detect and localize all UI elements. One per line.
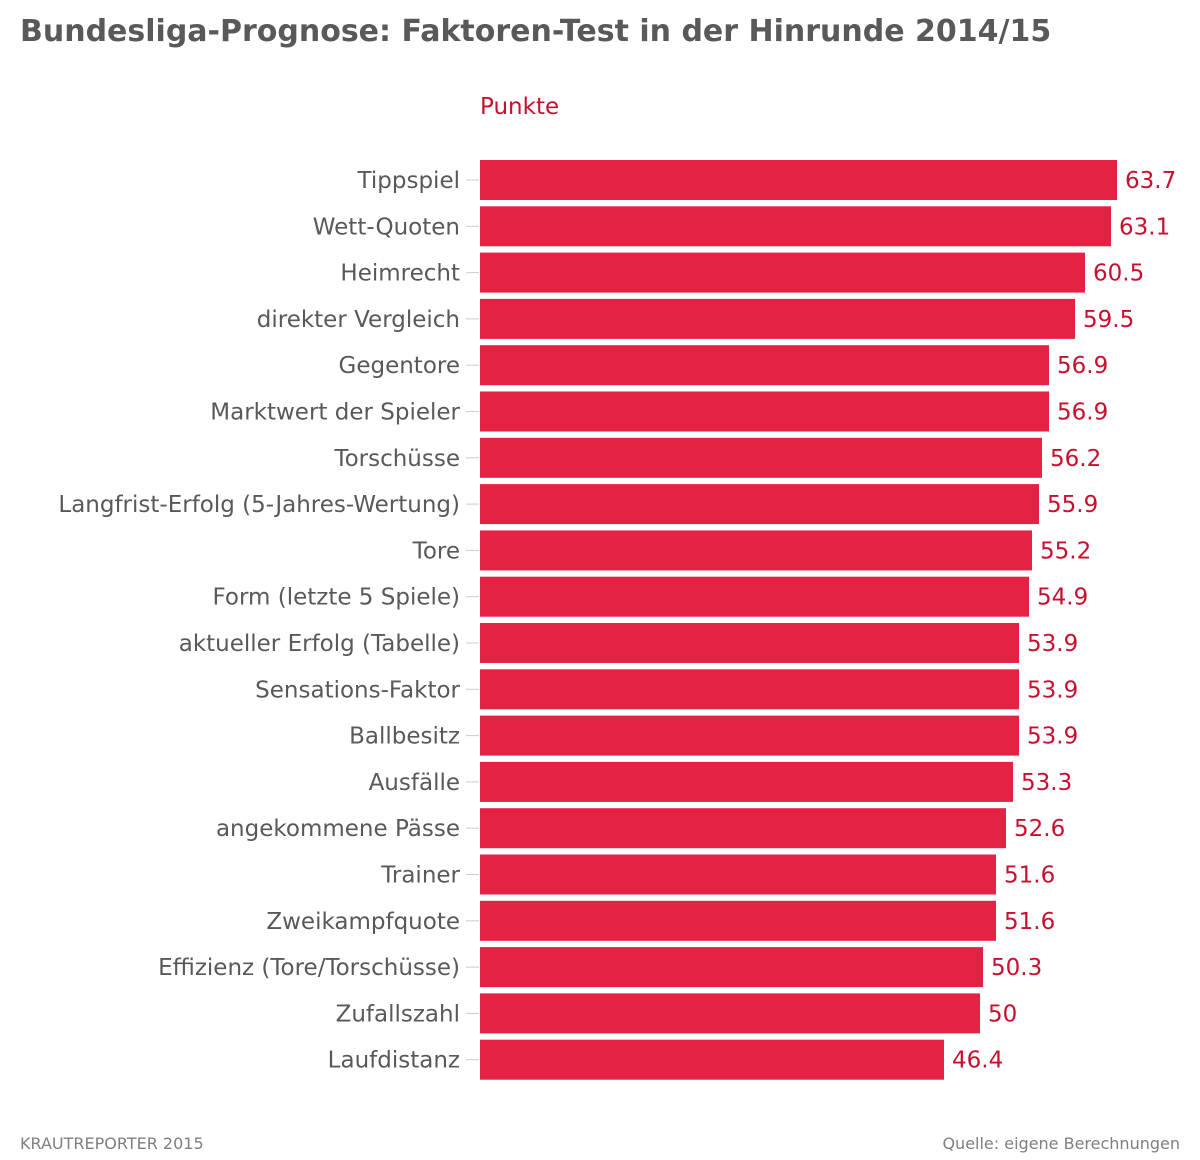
value-label: 52.6 bbox=[1014, 816, 1065, 842]
bar bbox=[480, 160, 1117, 200]
category-label: Tore bbox=[412, 538, 460, 564]
value-label: 50.3 bbox=[991, 955, 1042, 981]
category-label: Zufallszahl bbox=[336, 1001, 460, 1027]
bar bbox=[480, 437, 1042, 478]
value-label: 53.9 bbox=[1027, 724, 1078, 750]
axis-label: Punkte bbox=[480, 94, 559, 120]
bar bbox=[480, 484, 1039, 525]
category-label: Form (letzte 5 Spiele) bbox=[212, 585, 460, 611]
category-label: Langfrist-Erfolg (5-Jahres-Wertung) bbox=[58, 492, 460, 518]
value-label: 46.4 bbox=[952, 1048, 1003, 1074]
footer-source: Quelle: eigene Berechnungen bbox=[942, 1134, 1180, 1153]
bar bbox=[480, 808, 1006, 849]
value-label: 56.9 bbox=[1057, 353, 1108, 379]
category-label: angekommene Pässe bbox=[216, 816, 460, 842]
value-label: 63.1 bbox=[1119, 214, 1170, 240]
category-label: Sensations-Faktor bbox=[255, 677, 460, 703]
value-label: 63.7 bbox=[1125, 168, 1176, 194]
bar bbox=[480, 206, 1111, 247]
bar bbox=[480, 761, 1013, 802]
value-label: 53.3 bbox=[1021, 770, 1072, 796]
category-label: Ballbesitz bbox=[349, 724, 460, 750]
bar bbox=[480, 715, 1019, 756]
value-label: 53.9 bbox=[1027, 631, 1078, 657]
bar bbox=[480, 947, 983, 988]
value-label: 55.9 bbox=[1047, 492, 1098, 518]
footer-credit: KRAUTREPORTER 2015 bbox=[20, 1134, 204, 1153]
category-label: Tippspiel bbox=[357, 168, 460, 194]
category-label: Ausfälle bbox=[369, 770, 460, 796]
value-label: 50 bbox=[988, 1001, 1017, 1027]
category-label: Marktwert der Spieler bbox=[210, 400, 460, 426]
bar bbox=[480, 900, 996, 941]
bars-group: Tippspiel 63.7 Wett-Quoten 63.1 Heimrecht 60.… bbox=[58, 160, 1176, 1080]
bar bbox=[480, 298, 1075, 339]
bar bbox=[480, 345, 1049, 386]
chart-title: Bundesliga-Prognose: Faktoren-Test in de… bbox=[20, 14, 1052, 49]
category-label: Heimrecht bbox=[340, 261, 460, 287]
category-label: direkter Vergleich bbox=[257, 307, 460, 333]
category-label: Zweikampfquote bbox=[266, 909, 460, 935]
bar bbox=[480, 1039, 944, 1080]
bar bbox=[480, 854, 996, 895]
value-label: 51.6 bbox=[1004, 909, 1055, 935]
value-label: 59.5 bbox=[1083, 307, 1134, 333]
bar bbox=[480, 391, 1049, 432]
category-label: Gegentore bbox=[339, 353, 461, 379]
value-label: 55.2 bbox=[1040, 538, 1091, 564]
value-label: 56.9 bbox=[1057, 400, 1108, 426]
category-label: Effizienz (Tore/Torschüsse) bbox=[158, 955, 460, 981]
value-label: 51.6 bbox=[1004, 863, 1055, 889]
bar bbox=[480, 530, 1032, 571]
value-label: 60.5 bbox=[1093, 261, 1144, 287]
category-label: Trainer bbox=[380, 863, 460, 889]
category-label: aktueller Erfolg (Tabelle) bbox=[179, 631, 460, 657]
bar bbox=[480, 252, 1085, 293]
value-label: 53.9 bbox=[1027, 677, 1078, 703]
bar bbox=[480, 623, 1019, 663]
category-label: Laufdistanz bbox=[328, 1048, 460, 1074]
category-label: Wett-Quoten bbox=[313, 214, 460, 240]
bar bbox=[480, 669, 1019, 710]
value-label: 54.9 bbox=[1037, 585, 1088, 611]
bar bbox=[480, 576, 1029, 617]
bar bbox=[480, 993, 980, 1034]
category-label: Torschüsse bbox=[333, 446, 460, 472]
value-label: 56.2 bbox=[1050, 446, 1101, 472]
